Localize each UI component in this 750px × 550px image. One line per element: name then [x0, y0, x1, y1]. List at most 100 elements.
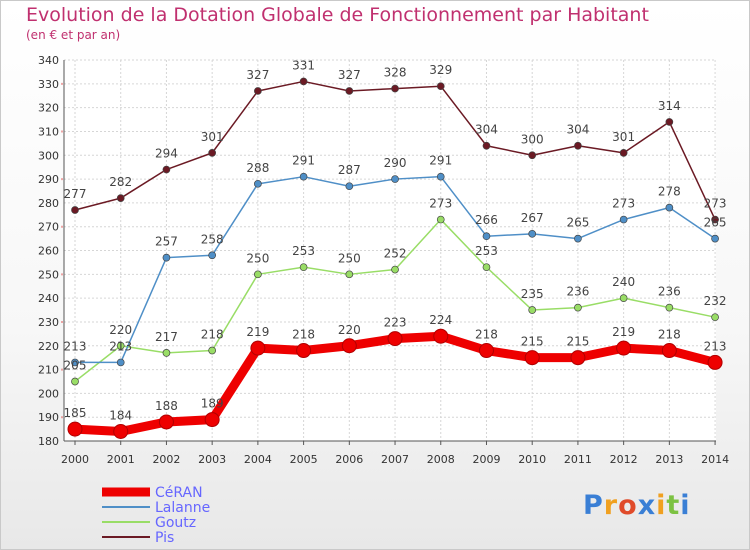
- data-label: 224: [429, 313, 452, 327]
- data-point: [661, 343, 677, 359]
- legend-label: Goutz: [155, 515, 196, 531]
- data-label: 213: [109, 339, 132, 353]
- x-tick-label: 2012: [610, 453, 638, 466]
- data-point: [482, 232, 491, 241]
- data-point: [478, 343, 494, 359]
- data-label: 218: [292, 328, 315, 342]
- data-point: [299, 172, 308, 181]
- x-tick-label: 2014: [701, 453, 729, 466]
- y-tick-label: 340: [38, 54, 59, 67]
- data-point: [204, 412, 220, 428]
- legend-label: CéRAN: [155, 485, 203, 501]
- data-label: 232: [704, 294, 727, 308]
- data-point: [665, 118, 674, 126]
- y-tick-label: 320: [38, 102, 59, 115]
- data-label: 273: [704, 197, 727, 211]
- x-tick-label: 2004: [244, 453, 272, 466]
- data-point: [113, 423, 129, 439]
- data-point: [250, 340, 266, 356]
- data-label: 273: [612, 197, 635, 211]
- data-label: 294: [155, 147, 178, 161]
- data-label: 290: [384, 156, 407, 170]
- data-point: [436, 82, 445, 91]
- data-label: 277: [64, 187, 87, 201]
- data-point: [162, 253, 171, 262]
- data-label: 218: [475, 328, 498, 342]
- x-tick-label: 2005: [290, 453, 318, 466]
- data-label: 213: [704, 339, 727, 353]
- y-tick-label: 270: [38, 221, 59, 234]
- x-tick-label: 2008: [427, 453, 455, 466]
- data-label: 240: [612, 275, 635, 289]
- data-label: 253: [475, 244, 498, 258]
- series-layer: [67, 77, 723, 439]
- data-label: 223: [384, 316, 407, 330]
- data-label: 189: [201, 397, 224, 411]
- data-point: [341, 338, 357, 354]
- x-tick-label: 2003: [198, 453, 226, 466]
- data-point: [162, 165, 171, 174]
- data-label: 220: [109, 323, 132, 337]
- data-label: 257: [155, 235, 178, 249]
- data-point: [570, 350, 586, 366]
- chart-title: Evolution de la Dotation Globale de Fonc…: [26, 4, 649, 26]
- data-point: [345, 270, 354, 279]
- data-point: [619, 215, 628, 224]
- data-point: [71, 206, 79, 214]
- data-label: 265: [704, 216, 727, 230]
- data-label: 220: [338, 323, 361, 337]
- data-point: [528, 306, 537, 314]
- data-label: 291: [429, 154, 452, 168]
- data-point: [299, 77, 308, 86]
- data-label: 301: [612, 130, 635, 144]
- proxiti-logo: Proxiti: [583, 490, 691, 521]
- data-point: [711, 215, 719, 224]
- data-label: 252: [384, 247, 407, 261]
- data-point: [116, 358, 125, 367]
- y-tick-label: 330: [38, 78, 59, 91]
- data-point: [482, 141, 491, 150]
- logo-letter: o: [618, 490, 638, 521]
- data-point: [71, 377, 79, 386]
- data-point: [574, 141, 582, 150]
- data-point: [71, 358, 79, 367]
- data-label: 328: [384, 66, 407, 80]
- y-tick-label: 190: [38, 411, 59, 424]
- data-label: 236: [566, 285, 589, 299]
- data-point: [707, 354, 723, 370]
- data-label: 327: [246, 68, 269, 82]
- y-tick-label: 180: [38, 435, 59, 448]
- data-point: [528, 229, 537, 238]
- data-label: 215: [566, 335, 589, 349]
- data-point: [345, 182, 354, 191]
- y-tick-label: 310: [38, 125, 59, 138]
- data-labels: 185 184 188 189 219 218 220 223 224 218 215 215 219 2…: [64, 58, 727, 422]
- data-point: [391, 265, 399, 274]
- data-point: [574, 303, 582, 312]
- data-label: 314: [658, 99, 681, 113]
- data-label: 288: [246, 161, 269, 175]
- data-point: [665, 203, 674, 212]
- data-point: [254, 179, 262, 188]
- data-point: [116, 194, 125, 202]
- data-label: 218: [658, 328, 681, 342]
- data-point: [619, 294, 628, 302]
- y-tick-label: 230: [38, 316, 59, 329]
- x-tick-label: 2006: [335, 453, 363, 466]
- legend-label: Pis: [155, 530, 174, 546]
- data-point: [345, 87, 354, 95]
- data-label: 218: [201, 328, 224, 342]
- data-point: [299, 263, 308, 272]
- data-point: [391, 175, 399, 183]
- data-label: 300: [521, 132, 544, 146]
- data-point: [482, 263, 491, 272]
- x-tick-label: 2010: [518, 453, 546, 466]
- x-tick-label: 2013: [655, 453, 683, 466]
- y-tick-label: 220: [38, 340, 59, 353]
- data-point: [162, 349, 171, 357]
- data-label: 184: [109, 408, 132, 422]
- data-label: 213: [64, 339, 87, 353]
- logo-letter: r: [603, 490, 619, 521]
- data-point: [711, 313, 719, 322]
